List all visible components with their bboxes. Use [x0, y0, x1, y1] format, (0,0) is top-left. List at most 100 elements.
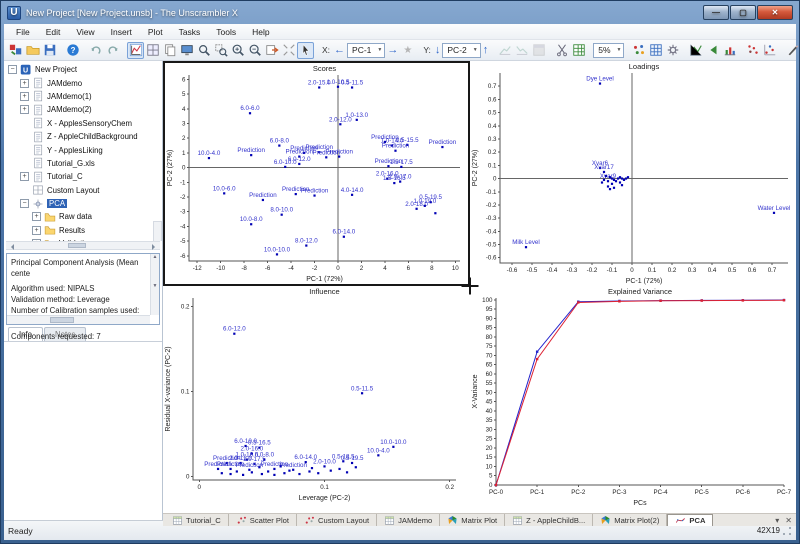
svg-text:10.0-6.0: 10.0-6.0	[213, 185, 236, 192]
layout-icon[interactable]	[144, 42, 161, 59]
y-component-dropdown[interactable]: PC-2▼	[442, 43, 480, 58]
undo-icon[interactable]	[87, 42, 104, 59]
svg-text:Prediction: Prediction	[279, 462, 307, 469]
influence-plot[interactable]: Influence00.10.200.10.2Leverage (PC-2)Re…	[163, 286, 470, 513]
export-icon[interactable]	[263, 42, 280, 59]
tree-item-jamdemo-1-[interactable]: +JAMdemo(1)	[4, 90, 162, 103]
zoom-region-icon[interactable]	[212, 42, 229, 59]
cut-icon[interactable]	[553, 42, 570, 59]
info-line: Components requested: 7	[11, 331, 147, 342]
tab-list-dropdown-icon[interactable]: ▾	[775, 516, 779, 525]
tree-item-y-applesliking[interactable]: Y - ApplesLiking	[4, 143, 162, 156]
tab-custom-layout[interactable]: Custom Layout	[297, 514, 377, 526]
tree-item-raw-data[interactable]: +Raw data	[4, 210, 162, 223]
plot-icon[interactable]	[127, 42, 144, 59]
pen-icon[interactable]	[784, 42, 800, 59]
tree-toggle[interactable]: +	[20, 172, 29, 181]
menu-tools[interactable]: Tools	[208, 25, 244, 39]
favorite-icon[interactable]: ★	[403, 45, 412, 56]
zoom-in-icon[interactable]	[229, 42, 246, 59]
title-bar[interactable]: U New Project [New Project.unsb] - The U…	[1, 1, 799, 24]
scatter-color-icon[interactable]	[630, 42, 647, 59]
svg-text:0.1: 0.1	[181, 389, 190, 396]
copy-icon[interactable]	[161, 42, 178, 59]
svg-text:30: 30	[486, 426, 493, 433]
minimize-button[interactable]: —	[703, 5, 729, 20]
tree-toggle[interactable]: +	[20, 92, 29, 101]
open-icon[interactable]	[24, 42, 41, 59]
y-next-arrow[interactable]: ↑	[483, 44, 489, 56]
menu-help[interactable]: Help	[244, 25, 277, 39]
menu-plot[interactable]: Plot	[140, 25, 171, 39]
menu-insert[interactable]: Insert	[103, 25, 140, 39]
info-hscrollbar[interactable]	[7, 315, 150, 324]
save-icon[interactable]	[41, 42, 58, 59]
tab-matrix-plot-2-[interactable]: Matrix Plot(2)	[593, 514, 667, 526]
scatter-red-icon[interactable]	[744, 42, 761, 59]
tab-scatter-plot[interactable]: Scatter Plot	[229, 514, 297, 526]
tab-pca[interactable]: PCA	[667, 514, 713, 526]
tree-item-results[interactable]: +Results	[4, 224, 162, 237]
tree-toggle[interactable]: +	[20, 79, 29, 88]
tree-hscrollbar[interactable]	[6, 241, 160, 250]
explained-variance-plot[interactable]: Explained Variance0510152025303540455055…	[470, 286, 796, 513]
resize-grip[interactable]	[782, 526, 792, 536]
tree-item-tutorial-g-xls[interactable]: Tutorial_G.xls	[4, 157, 162, 170]
back-icon[interactable]	[704, 42, 721, 59]
chart-line-icon[interactable]	[687, 42, 704, 59]
chart-up-icon[interactable]	[496, 42, 513, 59]
tree-scrollbar[interactable]	[153, 221, 162, 241]
tree-item-pca[interactable]: −PCA	[4, 197, 162, 210]
tab-jamdemo[interactable]: JAMdemo	[377, 514, 440, 526]
scatter-red2-icon[interactable]	[761, 42, 778, 59]
tree-item-jamdemo-2-[interactable]: +JAMdemo(2)	[4, 103, 162, 116]
svg-text:0.3: 0.3	[688, 267, 697, 274]
scores-plot[interactable]: Scores-6-5-4-3-2-10123456-12-10-8-6-4-20…	[163, 61, 470, 286]
menu-view[interactable]: View	[68, 25, 102, 39]
tree-toggle[interactable]: +	[32, 212, 41, 221]
chart-bar-icon[interactable]	[721, 42, 738, 59]
tree-item-x-applessensorychem[interactable]: X - ApplesSensoryChem	[4, 117, 162, 130]
tree-item-new-project[interactable]: −UNew Project	[4, 63, 162, 76]
tree-toggle[interactable]: −	[8, 65, 17, 74]
gear-icon[interactable]	[664, 42, 681, 59]
tree-item-z-applechildbackground[interactable]: Z - AppleChildBackground	[4, 130, 162, 143]
svg-text:-4: -4	[180, 223, 186, 230]
tree-toggle[interactable]: +	[20, 105, 29, 114]
tree-toggle[interactable]: +	[32, 226, 41, 235]
tree-item-jamdemo[interactable]: +JAMdemo	[4, 76, 162, 89]
tab-matrix-plot[interactable]: Matrix Plot	[440, 514, 505, 526]
import-icon[interactable]	[7, 42, 24, 59]
tab-tutorial-c[interactable]: Tutorial_C	[165, 514, 229, 526]
menu-edit[interactable]: Edit	[38, 25, 69, 39]
loadings-plot[interactable]: Loadings-0.6-0.5-0.4-0.3-0.2-0.100.10.20…	[470, 61, 796, 286]
maximize-button[interactable]: ▢	[730, 5, 756, 20]
menu-file[interactable]: File	[8, 25, 38, 39]
x-next-arrow[interactable]: →	[387, 44, 398, 56]
screen-icon[interactable]	[178, 42, 195, 59]
menu-tasks[interactable]: Tasks	[171, 25, 209, 39]
zoom-level-dropdown[interactable]: 5%▼	[593, 43, 624, 58]
help-icon[interactable]: ?	[64, 42, 81, 59]
tree-toggle[interactable]: −	[20, 199, 29, 208]
x-prev-arrow[interactable]: ←	[334, 44, 345, 56]
tab-close-icon[interactable]: ✕	[785, 516, 792, 525]
y-prev-arrow[interactable]: ↓	[435, 44, 441, 56]
panel-icon[interactable]	[530, 42, 547, 59]
svg-text:0.2: 0.2	[488, 149, 497, 156]
tree-item-custom-layout[interactable]: Custom Layout	[4, 184, 162, 197]
cursor-icon[interactable]	[297, 42, 314, 59]
info-vscrollbar[interactable]: ▲▼	[150, 254, 159, 315]
tab-z-applechildb-[interactable]: Z - AppleChildB...	[505, 514, 593, 526]
tree-item-tutorial-c[interactable]: +Tutorial_C	[4, 170, 162, 183]
x-component-dropdown[interactable]: PC-1▼	[347, 43, 385, 58]
doc	[32, 77, 44, 89]
zoom-select-icon[interactable]	[195, 42, 212, 59]
grid-blue-icon[interactable]	[647, 42, 664, 59]
zoom-out-icon[interactable]	[246, 42, 263, 59]
chart-down-icon[interactable]	[513, 42, 530, 59]
table-green-icon[interactable]	[570, 42, 587, 59]
redo-icon[interactable]	[104, 42, 121, 59]
close-button[interactable]: ✕	[757, 5, 793, 20]
fit-icon[interactable]	[280, 42, 297, 59]
